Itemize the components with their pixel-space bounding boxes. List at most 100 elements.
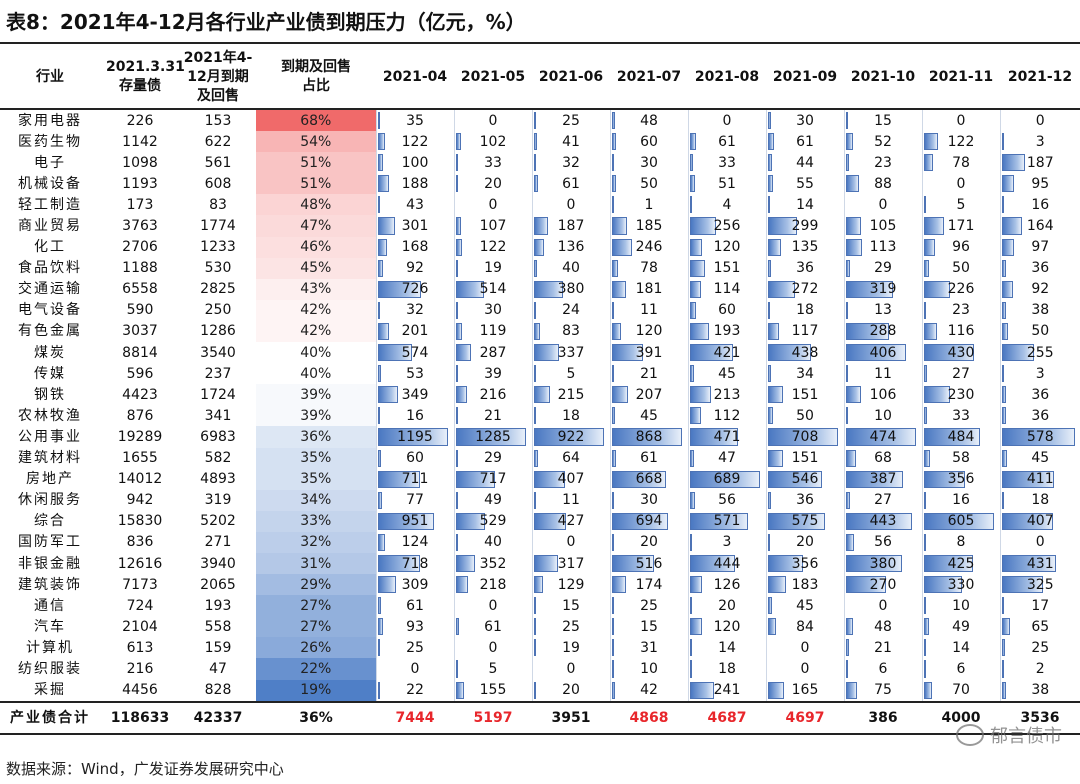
stock-value: 8814: [122, 344, 158, 361]
data-bar: [845, 344, 907, 362]
data-bar: [923, 301, 927, 319]
month-value: 48: [640, 112, 658, 129]
month-cell: 83: [531, 320, 610, 343]
month-value: 40: [562, 260, 580, 277]
month-value: 411: [1026, 471, 1054, 488]
data-bar: [455, 344, 472, 362]
table-row: 煤炭 8814 3540 40% 574 287 337 391 421 438 406 430 255: [0, 342, 1080, 364]
month-value: 30: [484, 302, 502, 319]
data-bar: [377, 491, 383, 509]
data-bar: [377, 217, 396, 235]
header-month: 2021-09: [772, 68, 838, 85]
header-month: 2021-08: [694, 68, 760, 85]
month-cell: 951: [375, 510, 454, 532]
month-cell: 387: [843, 468, 922, 490]
month-value: 529: [479, 513, 507, 530]
month-value: 61: [718, 133, 736, 150]
ratio-value: 26%: [256, 637, 376, 659]
month-value: 10: [952, 597, 970, 614]
data-bar: [455, 660, 458, 678]
month-cell: 151: [687, 257, 766, 279]
due-value: 1286: [200, 323, 236, 340]
month-value: 23: [874, 154, 892, 171]
total-month: 4687: [707, 709, 747, 726]
data-bar: [611, 259, 618, 277]
month-value: 38: [1031, 302, 1050, 319]
due-value: 3540: [200, 344, 236, 361]
ratio-value: 42%: [256, 299, 376, 321]
ratio-value: 29%: [256, 574, 376, 596]
ratio-value: 68%: [256, 109, 376, 132]
data-bar: [377, 512, 434, 530]
data-bar: [845, 470, 904, 488]
due-value: 558: [204, 618, 232, 635]
month-value: 5: [566, 365, 576, 382]
month-cell: 42: [609, 679, 688, 702]
industry-name: 农林牧渔: [18, 407, 82, 424]
month-value: 50: [640, 175, 658, 192]
due-value: 193: [204, 597, 232, 614]
month-cell: 0: [453, 194, 532, 216]
month-value: 36: [1031, 260, 1050, 277]
month-cell: 36: [999, 257, 1080, 279]
data-bar: [845, 259, 850, 277]
month-cell: 36: [765, 257, 844, 279]
month-value: 337: [557, 344, 585, 361]
month-cell: 56: [843, 531, 922, 553]
due-value: 828: [204, 682, 232, 699]
month-value: 226: [947, 281, 975, 298]
data-bar: [611, 217, 627, 235]
month-value: 711: [401, 471, 429, 488]
month-value: 8: [956, 534, 966, 551]
data-bar: [689, 491, 696, 509]
month-value: 438: [791, 344, 819, 361]
month-cell: 27: [921, 363, 1000, 385]
month-cell: 15: [531, 595, 610, 617]
month-cell: 29: [843, 257, 922, 279]
month-value: 27: [874, 492, 892, 509]
month-cell: 30: [453, 299, 532, 321]
stock-value: 2706: [122, 239, 158, 256]
month-cell: 38: [999, 679, 1080, 702]
data-bar: [845, 238, 863, 256]
month-value: 11: [562, 492, 580, 509]
month-cell: 114: [687, 278, 766, 300]
data-bar: [533, 449, 539, 467]
month-cell: 0: [765, 658, 844, 680]
due-value: 582: [204, 450, 232, 467]
month-value: 102: [479, 133, 507, 150]
data-bar: [533, 681, 536, 699]
ratio-value: 33%: [256, 510, 376, 532]
data-bar: [689, 512, 749, 530]
data-bar: [377, 386, 399, 404]
stock-value: 14012: [117, 471, 163, 488]
month-value: 181: [635, 281, 663, 298]
data-bar: [1001, 154, 1026, 172]
month-value: 325: [1026, 576, 1054, 593]
month-cell: 116: [921, 320, 1000, 343]
month-value: 546: [791, 471, 819, 488]
ratio-value: 51%: [256, 173, 376, 195]
month-cell: 30: [765, 109, 844, 132]
month-value: 21: [874, 639, 892, 656]
month-value: 29: [484, 450, 502, 467]
total-month: 3536: [1020, 709, 1060, 726]
month-cell: 0: [921, 109, 1000, 132]
header-industry: 行业: [36, 68, 64, 85]
data-bar: [845, 533, 854, 551]
month-value: 48: [874, 618, 892, 635]
data-bar: [923, 491, 926, 509]
data-bar: [1001, 344, 1034, 362]
month-value: 319: [869, 281, 897, 298]
month-value: 0: [488, 112, 498, 129]
data-bar: [1001, 196, 1004, 214]
month-cell: 185: [609, 215, 688, 237]
month-value: 868: [635, 428, 663, 445]
data-bar: [377, 639, 380, 657]
stock-value: 876: [126, 407, 154, 424]
month-cell: 4: [687, 194, 766, 216]
industry-name: 建筑装饰: [18, 576, 82, 593]
data-bar: [533, 217, 548, 235]
month-value: 36: [1031, 386, 1050, 403]
month-cell: 61: [609, 447, 688, 469]
